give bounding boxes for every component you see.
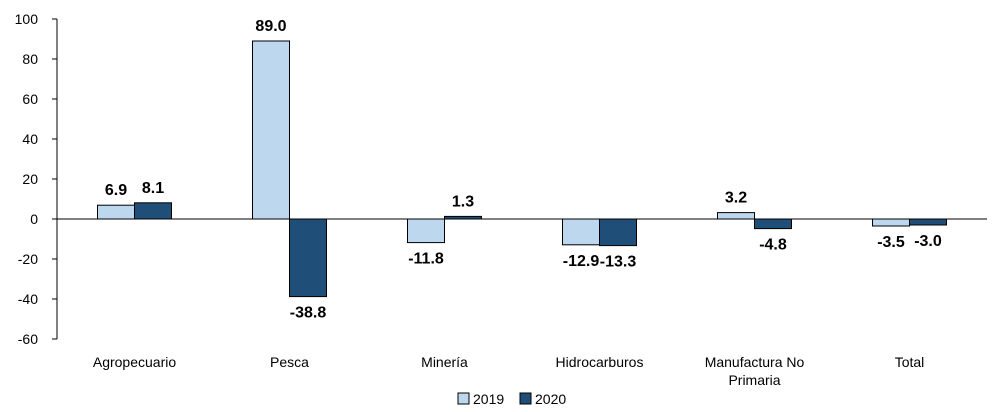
bar-2019 (562, 218, 600, 246)
data-label-2019: -3.5 (877, 234, 905, 251)
bar-2020 (289, 218, 327, 298)
data-label-2019: 3.2 (725, 190, 747, 207)
bar-2019 (97, 204, 135, 220)
bar-2020 (909, 218, 947, 226)
data-labels: 6.9 8.1 89.0 -38.8 -11.8 1.3 -12.9 -13.3 3.2 -4.8… (105, 18, 942, 322)
category-label: Agropecuario (93, 354, 176, 370)
legend-label-2019: 2019 (473, 391, 504, 407)
y-tick-label: 20 (22, 171, 38, 187)
data-label-2020: 1.3 (452, 193, 474, 210)
y-tick-label: 80 (22, 51, 38, 67)
y-tick-label: -40 (18, 291, 38, 307)
bar-2019 (407, 218, 445, 244)
category-label: Manufactura No Primaria (705, 354, 805, 388)
y-tick-label: -60 (18, 331, 38, 347)
category-label: Total (895, 354, 925, 370)
category-label: Pesca (270, 354, 309, 370)
y-tick-label: 40 (22, 131, 38, 147)
data-label-2020: -3.0 (914, 233, 942, 250)
y-tick-label: 0 (30, 211, 38, 227)
legend-label-2020: 2020 (535, 391, 566, 407)
category-label: Hidrocarburos (556, 354, 644, 370)
y-axis: 100 80 60 40 20 0 -20 -40 -60 (15, 11, 987, 347)
y-tick-label: 60 (22, 91, 38, 107)
bar-2019 (872, 218, 910, 227)
legend: 2019 2020 (457, 391, 566, 407)
bar-2019 (717, 212, 755, 220)
data-label-2020: -13.3 (600, 254, 637, 271)
data-label-2020: -38.8 (290, 305, 327, 322)
bar-2020 (444, 215, 482, 220)
legend-swatch-2020 (519, 392, 532, 405)
y-tick-label: 100 (15, 11, 39, 27)
category-label: Minería (421, 354, 468, 370)
y-tick-label: -20 (18, 251, 38, 267)
bar-2020 (134, 202, 172, 220)
data-label-2019: 6.9 (105, 182, 127, 199)
bar-2020 (754, 218, 792, 230)
bar-2020 (599, 218, 637, 247)
bars (97, 40, 947, 298)
data-label-2020: -4.8 (759, 237, 787, 254)
legend-swatch-2019 (457, 392, 470, 405)
data-label-2019: 89.0 (255, 18, 286, 35)
data-label-2020: 8.1 (142, 180, 164, 197)
data-label-2019: -11.8 (408, 251, 444, 268)
category-labels: Agropecuario Pesca Minería Hidrocarburos Man… (93, 354, 924, 388)
bar-2019 (252, 40, 290, 220)
data-label-2019: -12.9 (563, 253, 600, 270)
